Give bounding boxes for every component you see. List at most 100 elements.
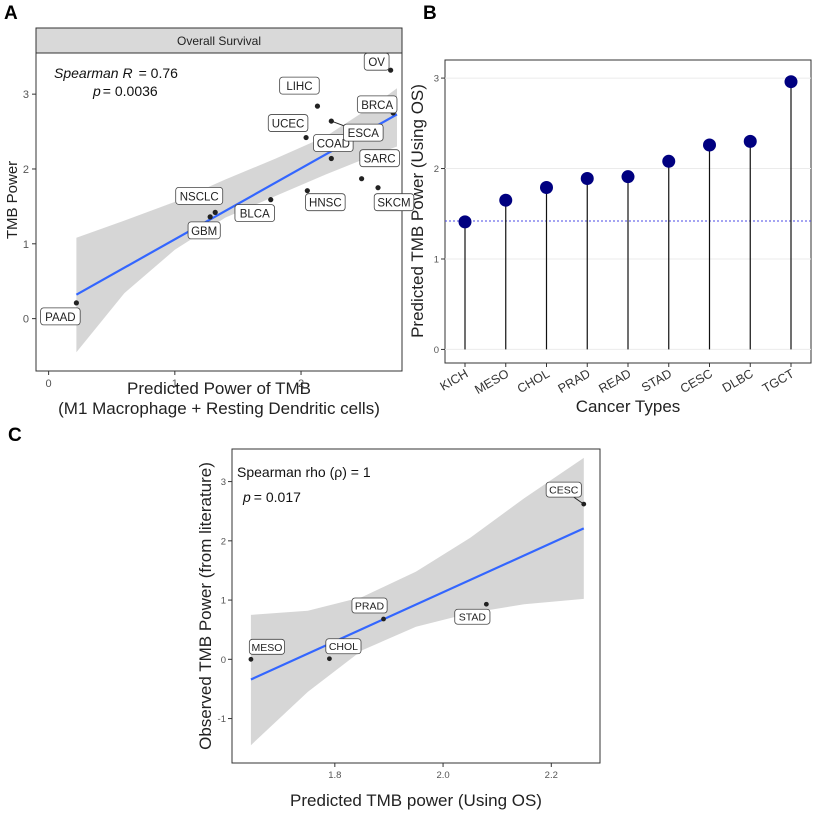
panel-c-point-label: STAD	[459, 612, 487, 624]
panel-c-ytick-label: 2	[221, 536, 226, 547]
panel-b-dot	[621, 170, 635, 184]
panel-b-dot	[499, 193, 513, 207]
panel-b-ytick-label: 3	[434, 74, 439, 85]
panel-a-ylabel: TMB Power	[4, 161, 21, 239]
panel-a-annotation-r: Spearman R = 0.76	[54, 65, 178, 81]
panel-b-xtick-label: PRAD	[556, 366, 593, 395]
panel-a-point	[314, 103, 321, 109]
panel-a-xtick-label: 1	[172, 378, 178, 390]
panel-c-xtick-label: 2.2	[545, 770, 558, 781]
panel-a-point-label: NSCLC	[180, 191, 219, 203]
panel-a-r-value: = 0.76	[139, 65, 179, 81]
panel-b-dot	[662, 154, 676, 168]
panel-a-point-label: SARC	[364, 154, 396, 166]
panel-a-point	[304, 188, 310, 194]
panel-a-label-box	[373, 193, 415, 212]
panel-c-label-box	[454, 608, 491, 625]
panel-a-xtick-label: 0	[46, 378, 52, 390]
panel-a-ytick-label: 2	[23, 164, 29, 176]
panel-a-strip	[35, 27, 403, 54]
panel-b-xtick-label: DLBC	[720, 366, 756, 395]
panel-b-dot	[580, 171, 594, 185]
panel-a-point	[328, 155, 334, 162]
panel-b-ylabel: Predicted TMB Power (Using OS)	[408, 84, 427, 338]
panel-a-point	[268, 197, 274, 203]
panel-a-point-label: SKCM	[377, 198, 410, 210]
panel-a-point	[303, 134, 309, 141]
panel-a-point-label: BRCA	[361, 100, 393, 112]
panel-a-point-label: OV	[368, 57, 385, 69]
panel-c-annotation-p: p = 0.017	[242, 489, 301, 505]
panel-a-label-box	[187, 221, 221, 240]
panel-a-p-value: = 0.0036	[103, 83, 158, 99]
panel-a-p-label: p	[92, 83, 101, 99]
panel-c-fit-line	[250, 527, 585, 681]
panel-a-point-label: COAD	[317, 139, 350, 151]
panel-c-point-label: CHOL	[329, 641, 358, 653]
panel-b-dot	[540, 181, 553, 195]
panel-b-xtick-label: STAD	[639, 366, 674, 394]
panel-c-ytick-label: 0	[221, 655, 226, 666]
panel-a-label-box	[359, 149, 400, 168]
panel-a-xtick-label: 2	[298, 378, 304, 390]
panel-a-point	[73, 300, 79, 306]
panel-a-point-label: ESCA	[348, 128, 380, 140]
panel-c-label-box	[248, 638, 285, 655]
panel-c-point	[248, 656, 254, 662]
panel-c-ylabel: Observed TMB Power (from literature)	[196, 462, 215, 750]
panel-c-point	[483, 601, 489, 607]
panel-c-p-label: p	[242, 489, 251, 505]
panel-a: A Overall Survival PAAD GBM NSCLC BLCA UCEC H…	[4, 3, 415, 418]
panel-a-annotation-p: p = 0.0036	[92, 83, 158, 99]
panel-a-ytick-label: 0	[23, 314, 29, 326]
panel-b-dot	[743, 134, 757, 148]
panel-a-point-label: PAAD	[45, 312, 75, 324]
panel-b-dot	[458, 215, 472, 229]
panel-b-dot	[703, 138, 716, 152]
panel-letter-a: A	[4, 3, 18, 24]
panel-a-label-box	[356, 95, 398, 114]
panel-c-point	[381, 616, 386, 622]
panel-b-ytick-label: 0	[434, 345, 439, 356]
panel-b-ytick-label: 2	[434, 164, 439, 175]
panel-c-xtick-label: 2.0	[436, 770, 449, 781]
panel-b-xtick-label: READ	[596, 366, 633, 395]
panel-a-strip-title: Overall Survival	[177, 34, 261, 48]
panel-c-p-value: = 0.017	[254, 489, 301, 505]
panel-a-label-box	[305, 193, 346, 212]
panel-c-xtick-label: 1.8	[328, 770, 341, 781]
panel-a-label-box	[234, 204, 275, 223]
panel-a-point	[212, 209, 218, 215]
panel-a-xlabel: Predicted Power of TMB	[127, 379, 311, 398]
panel-b-xtick-label: CESC	[678, 366, 715, 395]
panel-a-point-label: BLCA	[240, 209, 270, 221]
panel-a-label-box	[279, 76, 320, 95]
panel-a-point	[375, 185, 381, 191]
panel-c-label-box	[351, 597, 388, 614]
panel-a-label-box	[40, 307, 81, 326]
panel-c-label-box	[325, 638, 362, 655]
panel-a-confidence-band	[76, 88, 398, 353]
panel-a-label-box	[267, 114, 309, 132]
panel-c-ytick-label: -1	[218, 714, 226, 725]
panel-b-ytick-label: 1	[434, 254, 439, 265]
panel-b-xtick-label: MESO	[472, 366, 511, 397]
panel-a-ytick-label: 3	[23, 89, 29, 101]
panel-c-point-label: MESO	[251, 642, 282, 654]
panel-c-ytick-label: 3	[221, 477, 226, 488]
panel-a-label-box	[363, 52, 390, 71]
panel-a-point	[359, 176, 365, 182]
panel-b: B 0 1 2 3 KICH MESO CHOL PRAD READ STAD CESC DLBC TG…	[408, 3, 812, 416]
panel-letter-c: C	[8, 425, 22, 446]
panel-c: C MESO CHOL PRAD STAD CESC 1.8 2.0 2.2 -1 0 1 2 3 S…	[8, 425, 601, 810]
panel-a-point-label: UCEC	[272, 119, 305, 131]
panel-c-confidence-band	[250, 457, 584, 746]
panel-c-label-box	[545, 481, 582, 498]
panel-a-point-label: HNSC	[309, 198, 342, 210]
panel-a-xlabel-2: (M1 Macrophage + Resting Dendritic cells…	[58, 399, 380, 418]
panel-b-xlabel: Cancer Types	[576, 397, 681, 416]
panel-b-xtick-label: CHOL	[515, 366, 552, 396]
panel-a-r-label: Spearman R	[54, 65, 133, 81]
panel-a-ytick-label: 1	[23, 239, 29, 251]
